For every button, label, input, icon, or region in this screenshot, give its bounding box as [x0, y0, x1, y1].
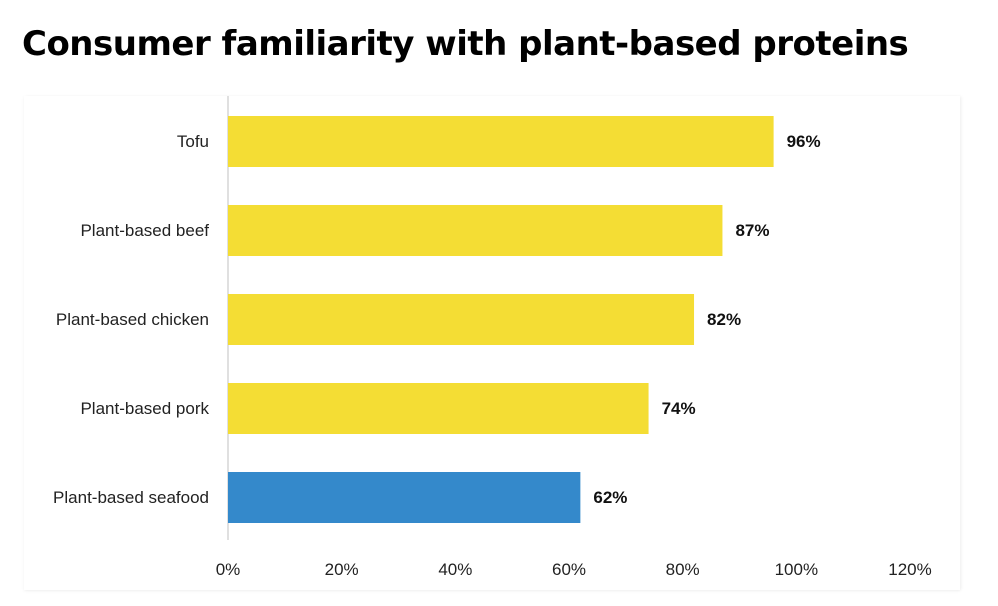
category-label: Tofu	[177, 132, 209, 151]
labels-layer: Tofu 96% Plant-based beef 87% Plant-based ch…	[53, 132, 821, 507]
x-tick-label: 60%	[552, 560, 586, 579]
bar	[228, 294, 695, 345]
data-label: 87%	[735, 221, 769, 240]
x-tick-label: 20%	[325, 560, 359, 579]
category-label: Plant-based pork	[80, 399, 209, 418]
bar	[228, 205, 723, 256]
category-label: Plant-based beef	[80, 221, 209, 240]
category-label: Plant-based seafood	[53, 488, 209, 507]
chart-title: Consumer familiarity with plant-based pr…	[22, 24, 909, 64]
category-label: Plant-based chicken	[56, 310, 209, 329]
x-tick-label: 100%	[775, 560, 818, 579]
x-tick-label: 80%	[666, 560, 700, 579]
x-tick-label: 40%	[438, 560, 472, 579]
bar	[228, 472, 581, 523]
data-label: 74%	[662, 399, 696, 418]
x-tick-label: 0%	[216, 560, 241, 579]
data-label: 96%	[787, 132, 821, 151]
bar	[228, 383, 649, 434]
data-label: 82%	[707, 310, 741, 329]
x-tick-label: 120%	[888, 560, 931, 579]
bars-layer	[228, 116, 774, 523]
x-axis-ticks: 0% 20% 40% 60% 80% 100% 120%	[216, 560, 932, 579]
bar	[228, 116, 774, 167]
data-label: 62%	[593, 488, 627, 507]
